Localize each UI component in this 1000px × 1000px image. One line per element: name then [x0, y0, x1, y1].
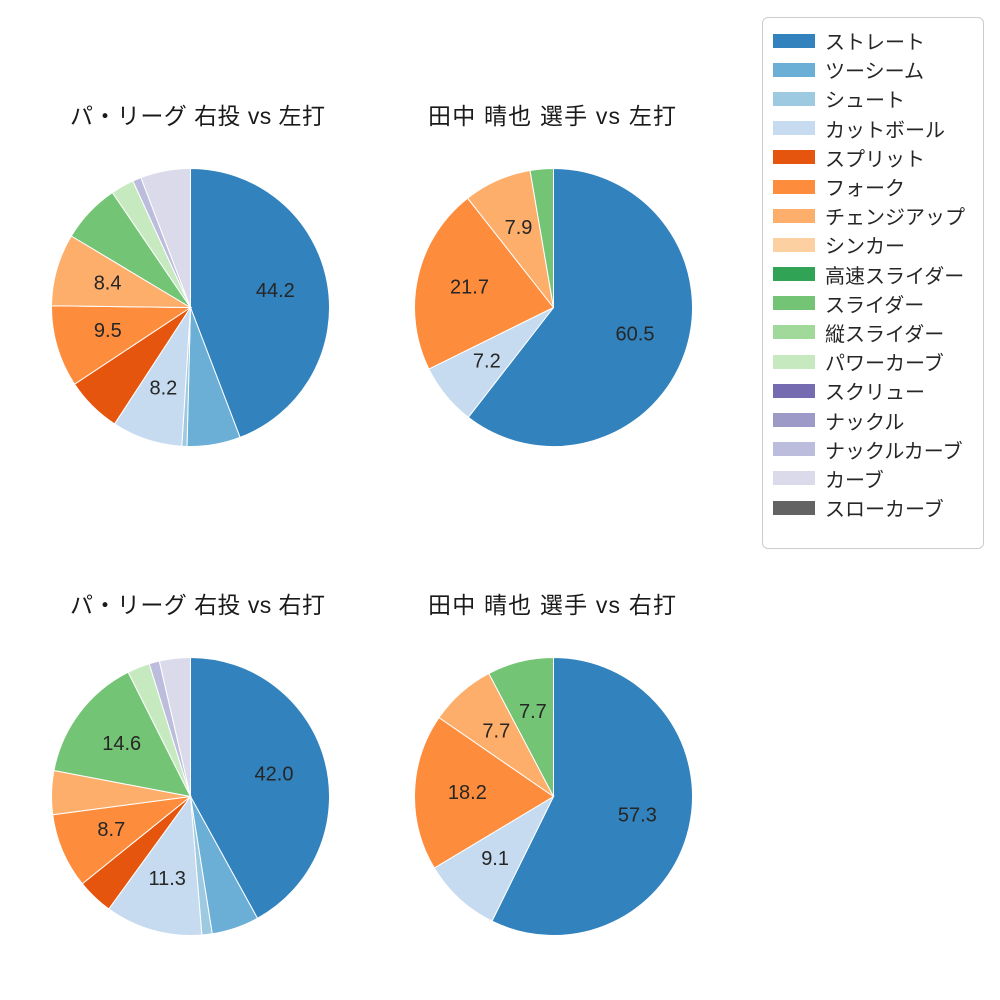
svg-text:57.3: 57.3 — [618, 804, 657, 826]
svg-text:田中 晴也 選手 vs 左打: 田中 晴也 選手 vs 左打 — [428, 103, 676, 129]
svg-text:パ・リーグ 右投 vs 右打: パ・リーグ 右投 vs 右打 — [70, 592, 325, 618]
svg-text:7.7: 7.7 — [519, 701, 547, 723]
svg-text:44.2: 44.2 — [256, 280, 295, 302]
svg-text:18.2: 18.2 — [448, 782, 487, 804]
svg-text:7.9: 7.9 — [505, 217, 533, 239]
svg-text:8.2: 8.2 — [149, 378, 177, 400]
svg-text:7.2: 7.2 — [473, 350, 501, 372]
svg-text:42.0: 42.0 — [255, 763, 294, 785]
svg-text:11.3: 11.3 — [148, 868, 185, 890]
svg-text:21.7: 21.7 — [450, 277, 489, 299]
svg-text:7.7: 7.7 — [482, 720, 510, 742]
svg-text:60.5: 60.5 — [616, 324, 655, 346]
svg-text:田中 晴也 選手 vs 右打: 田中 晴也 選手 vs 右打 — [428, 592, 676, 618]
svg-text:8.7: 8.7 — [97, 819, 125, 841]
svg-text:8.4: 8.4 — [94, 272, 122, 294]
svg-text:9.5: 9.5 — [94, 320, 122, 342]
svg-text:パ・リーグ 右投 vs 左打: パ・リーグ 右投 vs 左打 — [70, 103, 325, 129]
svg-text:14.6: 14.6 — [102, 733, 141, 755]
svg-text:9.1: 9.1 — [481, 848, 509, 870]
